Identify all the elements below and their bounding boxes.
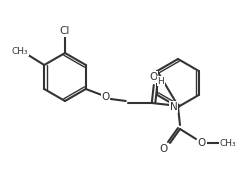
Text: O: O: [150, 72, 158, 82]
Text: H: H: [157, 77, 164, 85]
Text: CH₃: CH₃: [220, 139, 236, 147]
Text: Cl: Cl: [60, 26, 70, 36]
Text: CH₃: CH₃: [12, 46, 29, 56]
Text: N: N: [170, 102, 178, 112]
Text: O: O: [102, 92, 110, 102]
Text: O: O: [198, 138, 206, 148]
Text: O: O: [160, 144, 168, 154]
